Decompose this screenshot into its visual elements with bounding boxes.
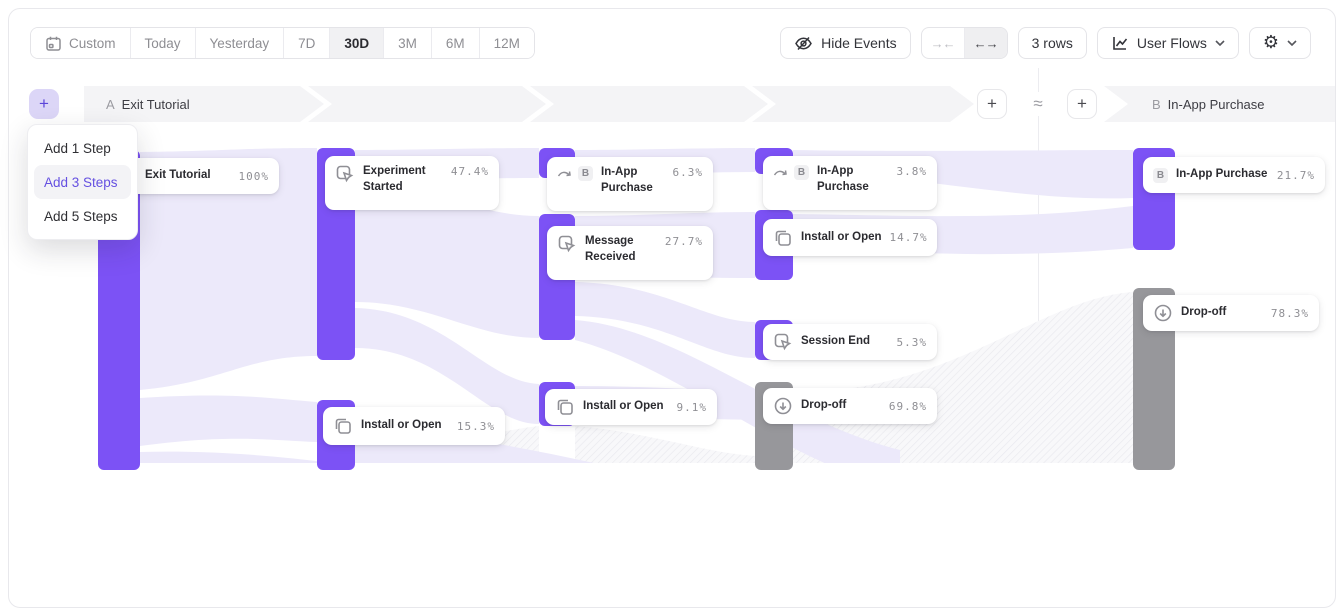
add-step-section-a-button[interactable]: + [977, 89, 1007, 119]
node-label: In-App Purchase [1176, 168, 1268, 181]
toolbar: Custom Today Yesterday 7D 30D 3M 6M 12M … [0, 27, 1341, 59]
app-window-icon [555, 397, 575, 417]
node-value: 21.7% [1276, 168, 1315, 182]
collapse-width-button[interactable]: →← [922, 28, 965, 58]
drop-off-icon [773, 396, 793, 416]
date-range-selector: Custom Today Yesterday 7D 30D 3M 6M 12M [30, 27, 535, 59]
cursor-click-icon [773, 332, 793, 352]
node-value: 9.1% [676, 400, 707, 414]
flow-arrow-icon [773, 166, 788, 180]
flow-node-session-end[interactable]: Session End 5.3% [763, 324, 937, 360]
flow-node-message-received[interactable]: Message Received 27.7% [547, 226, 713, 280]
chevron-down-icon [1287, 40, 1297, 46]
add-step-left-button[interactable]: + [29, 89, 59, 119]
flows-chart-icon [1113, 37, 1127, 50]
settings-button[interactable]: ⚙ [1248, 27, 1311, 59]
node-label: Experiment Started [363, 165, 426, 193]
date-range-12m[interactable]: 12M [479, 28, 534, 58]
section-a-header[interactable]: A Exit Tutorial [106, 86, 190, 122]
flow-node-install-or-open-2[interactable]: Install or Open 9.1% [545, 389, 717, 425]
date-range-7d[interactable]: 7D [284, 28, 331, 58]
step-b-badge: B [794, 165, 809, 180]
gear-icon: ⚙ [1262, 32, 1279, 53]
calendar-icon [46, 36, 61, 51]
step-b-badge: B [578, 166, 593, 181]
flow-arrow-icon [557, 167, 572, 181]
flow-node-drop-off-2[interactable]: Drop-off 78.3% [1143, 295, 1319, 331]
flow-node-in-app-purchase-2[interactable]: B In-App Purchase 3.8% [763, 156, 937, 210]
section-title: Exit Tutorial [121, 96, 190, 112]
node-label: In-App Purchase [817, 165, 869, 193]
node-label: Install or Open [583, 400, 664, 413]
node-value: 47.4% [450, 165, 489, 178]
section-letter: B [1152, 96, 1161, 112]
add-steps-menu: Add 1 Step Add 3 Steps Add 5 Steps [27, 124, 138, 240]
flow-node-install-or-open-3[interactable]: Install or Open 14.7% [763, 219, 937, 256]
node-label: Drop-off [1181, 306, 1227, 319]
step-b-badge: B [1153, 167, 1168, 183]
flow-node-install-or-open-1[interactable]: Install or Open 15.3% [323, 407, 505, 445]
node-value: 15.3% [456, 419, 495, 433]
node-label: Install or Open [361, 419, 442, 432]
node-value: 3.8% [896, 165, 927, 178]
flow-node-drop-off-1[interactable]: Drop-off 69.8% [763, 388, 937, 424]
date-range-yesterday[interactable]: Yesterday [195, 28, 285, 58]
cursor-click-icon [557, 234, 577, 254]
app-window-icon [773, 228, 793, 248]
node-label: Drop-off [801, 399, 847, 412]
node-label: Message Received [585, 235, 636, 263]
date-range-today[interactable]: Today [130, 28, 196, 58]
section-separator-symbol: ≈ [1027, 92, 1049, 116]
node-value: 100% [238, 169, 269, 183]
drop-off-icon [1153, 303, 1173, 323]
date-range-3m[interactable]: 3M [384, 28, 432, 58]
node-value: 6.3% [672, 166, 703, 179]
date-range-30d[interactable]: 30D [330, 28, 385, 58]
date-range-6m[interactable]: 6M [431, 28, 480, 58]
section-title: In-App Purchase [1167, 96, 1265, 112]
node-value: 14.7% [889, 231, 928, 244]
width-toggle-group: →← ←→ [920, 27, 1008, 59]
eye-off-icon [795, 36, 812, 50]
cursor-click-icon [335, 164, 355, 184]
hide-events-button[interactable]: Hide Events [780, 27, 911, 59]
app-window-icon [333, 416, 353, 436]
menu-item-add-3-steps[interactable]: Add 3 Steps [34, 165, 131, 199]
node-value: 78.3% [1270, 306, 1309, 320]
node-value: 69.8% [888, 399, 927, 413]
step-header-band [84, 86, 1336, 122]
flow-node-experiment-started[interactable]: Experiment Started 47.4% [325, 156, 499, 210]
node-value: 5.3% [896, 335, 927, 349]
node-label: In-App Purchase [601, 166, 653, 194]
node-label: Install or Open [801, 230, 882, 243]
rows-button[interactable]: 3 rows [1017, 27, 1087, 59]
section-b-header[interactable]: B In-App Purchase [1152, 86, 1265, 122]
expand-width-button[interactable]: ←→ [964, 28, 1007, 58]
section-letter: A [106, 96, 115, 112]
date-range-custom[interactable]: Custom [31, 28, 131, 58]
section-divider-line [1038, 68, 1039, 463]
flow-node-in-app-purchase-3[interactable]: B In-App Purchase 21.7% [1143, 157, 1325, 193]
flow-node-in-app-purchase-1[interactable]: B In-App Purchase 6.3% [547, 157, 713, 211]
node-label: Session End [801, 335, 871, 348]
menu-item-add-1-step[interactable]: Add 1 Step [44, 140, 111, 156]
node-value: 27.7% [664, 235, 703, 248]
view-selector-button[interactable]: User Flows [1096, 27, 1239, 59]
chevron-down-icon [1215, 40, 1225, 46]
toolbar-right-cluster: Hide Events →← ←→ 3 rows User Flows ⚙ [780, 27, 1311, 59]
add-step-section-b-button[interactable]: + [1067, 89, 1097, 119]
node-label: Exit Tutorial [145, 169, 211, 182]
menu-item-add-5-steps[interactable]: Add 5 Steps [44, 208, 118, 224]
